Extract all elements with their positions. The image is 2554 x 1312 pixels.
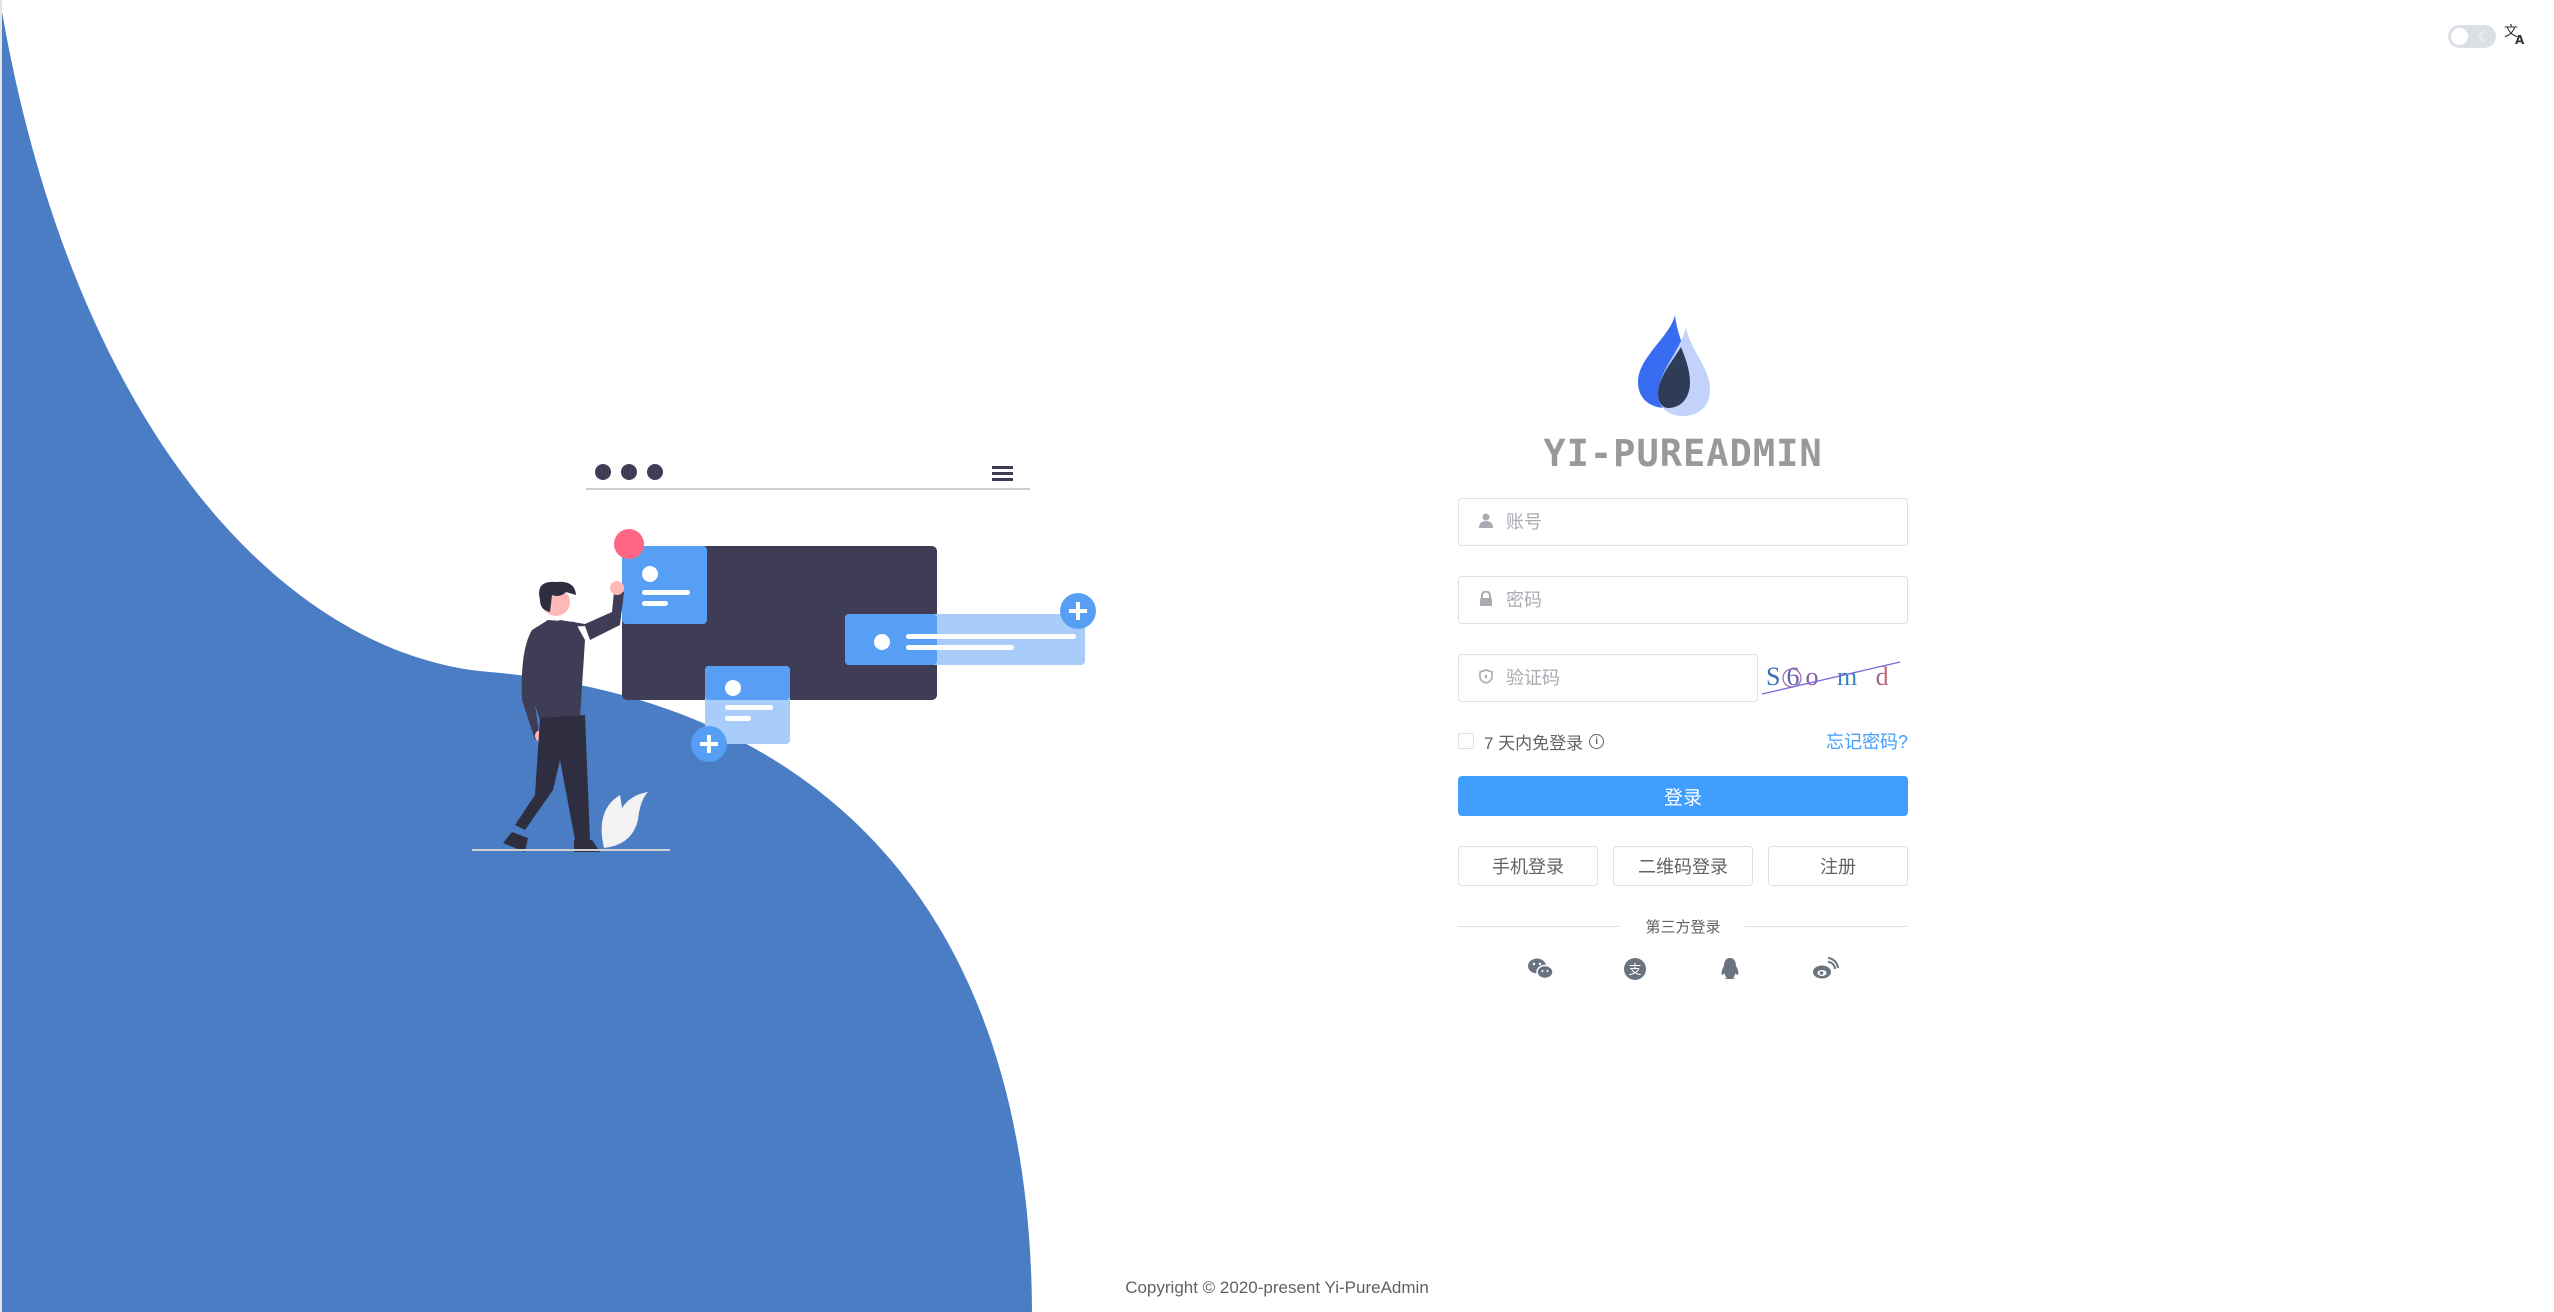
captcha-noise <box>1762 661 1901 695</box>
svg-text:A: A <box>2515 33 2525 46</box>
card-3 <box>705 666 790 744</box>
shield-icon <box>1478 668 1494 688</box>
captcha-image[interactable]: S6o m d <box>1762 654 1908 702</box>
phone-login-button[interactable]: 手机登录 <box>1458 846 1598 886</box>
info-icon[interactable]: i <box>1589 733 1605 749</box>
moon-icon: ☾ <box>2478 29 2490 44</box>
register-button[interactable]: 注册 <box>1768 846 1908 886</box>
dark-mode-toggle[interactable]: ☾ <box>2448 25 2496 48</box>
divider-left <box>1458 926 1620 927</box>
svg-text:文: 文 <box>2504 24 2518 40</box>
lock-icon <box>1478 590 1494 610</box>
app-title: YI-PUREADMIN <box>1543 432 1823 475</box>
qq-icon[interactable] <box>1716 955 1744 983</box>
person <box>503 581 624 852</box>
browser-bar <box>586 464 1030 490</box>
leaf <box>601 792 648 848</box>
login-button[interactable]: 登录 <box>1458 776 1908 816</box>
third-party-label: 第三方登录 <box>1645 919 1721 936</box>
remember-checkbox[interactable] <box>1458 733 1474 749</box>
brand-logo <box>1638 315 1710 416</box>
remember-row: 7 天内免登录 i 忘记密码? <box>1458 728 1908 754</box>
username-input[interactable] <box>1504 510 1907 534</box>
forgot-password-link[interactable]: 忘记密码? <box>1825 732 1908 752</box>
user-icon <box>1478 513 1494 532</box>
divider-right <box>1745 926 1908 927</box>
card-2 <box>845 614 1085 665</box>
wechat-icon[interactable] <box>1527 955 1555 983</box>
svg-text:支: 支 <box>1629 963 1642 978</box>
login-illustration <box>472 464 1096 852</box>
captcha-input[interactable] <box>1504 666 1757 690</box>
alipay-icon[interactable]: 支 <box>1621 955 1649 983</box>
weibo-icon[interactable] <box>1811 955 1839 983</box>
remember-label[interactable]: 7 天内免登录 <box>1484 733 1584 753</box>
password-input[interactable] <box>1504 588 1907 612</box>
menu-icon <box>992 466 1013 481</box>
plus-icon <box>691 726 727 762</box>
copyright-text: Copyright © 2020-present Yi-PureAdmin <box>1125 1278 1429 1297</box>
qr-login-button[interactable]: 二维码登录 <box>1613 846 1753 886</box>
card-1 <box>622 546 707 624</box>
red-dot <box>614 529 644 559</box>
toggle-knob <box>2451 28 2468 45</box>
copyright: Copyright © 2020-present Yi-PureAdmin <box>0 1278 2554 1298</box>
password-field[interactable] <box>1458 576 1908 624</box>
username-field[interactable] <box>1458 498 1908 546</box>
captcha-field[interactable] <box>1458 654 1758 702</box>
captcha-text: S6o m d <box>1766 662 1895 691</box>
plus-icon <box>1060 593 1096 629</box>
